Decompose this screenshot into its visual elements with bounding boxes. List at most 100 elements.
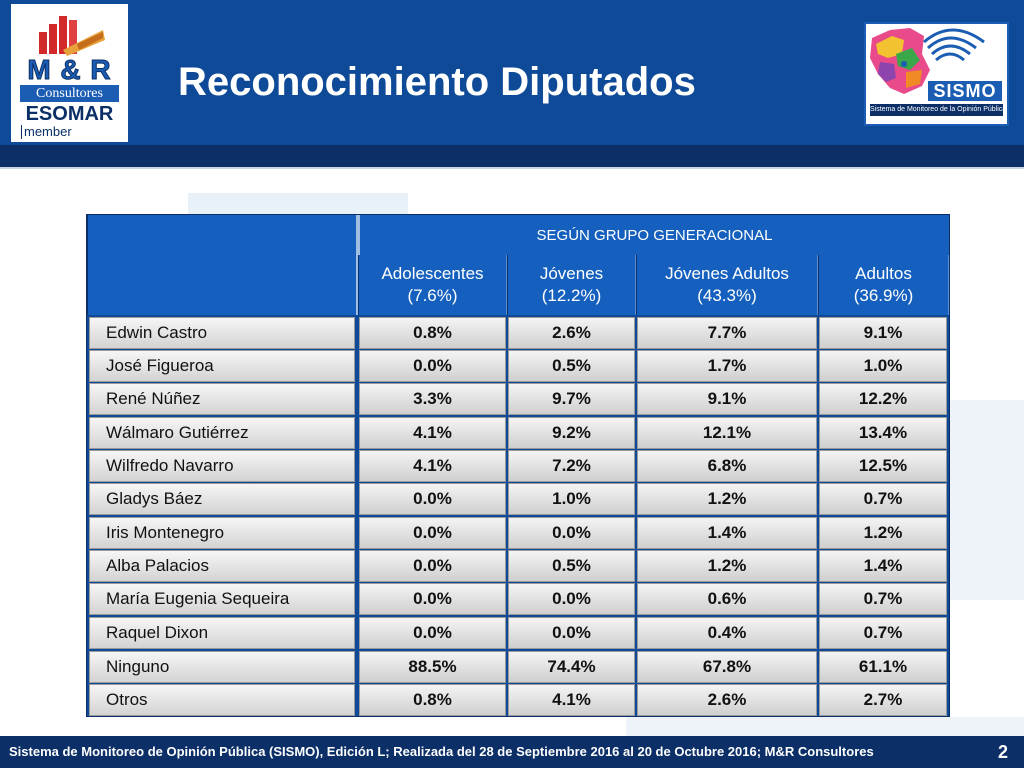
column-header-label: Jóvenes Adultos [665,264,789,283]
consultores-label: Consultores [20,85,119,102]
value-cell: 7.2% [508,450,635,482]
value-cell: 1.0% [819,350,947,382]
table-corner-cell [87,255,358,315]
sismo-brand-text: SISMO [928,81,1002,101]
mr-brand-text: M & R [27,54,112,85]
value-cell: 0.5% [508,550,635,582]
column-header-jovenes: Jóvenes (12.2%) [507,255,636,315]
column-header-pct: (43.3%) [697,286,757,305]
value-cell: 0.5% [508,350,635,382]
deputy-name-cell: Raquel Dixon [89,617,355,649]
value-cell: 1.4% [819,550,947,582]
value-cell: 9.1% [819,317,947,349]
value-cell: 0.0% [359,550,506,582]
mr-consultores-logo: M & R Consultores ESOMAR member [11,4,128,142]
esomar-label: ESOMAR [25,103,114,125]
deputy-name-cell: Otros [89,684,355,716]
value-cell: 1.4% [637,517,817,549]
deputy-name-cell: Iris Montenegro [89,517,355,549]
sismo-logo: SISMO Sistema de Monitoreo de la Opinión… [864,22,1009,126]
value-cell: 0.0% [359,517,506,549]
table-row: Raquel Dixon 0.0% 0.0% 0.4% 0.7% [87,617,949,649]
value-cell: 2.6% [508,317,635,349]
value-cell: 1.0% [508,483,635,515]
column-header-adolescentes: Adolescentes (7.6%) [358,255,507,315]
table-row: María Eugenia Sequeira 0.0% 0.0% 0.6% 0.7% [87,583,949,615]
value-cell: 0.4% [637,617,817,649]
deputy-name-cell: René Núñez [89,383,355,415]
value-cell: 12.5% [819,450,947,482]
deputy-name-cell: Wilfredo Navarro [89,450,355,482]
value-cell: 0.0% [508,583,635,615]
value-cell: 1.2% [637,550,817,582]
nicaragua-map-icon [870,28,985,94]
table-row: José Figueroa 0.0% 0.5% 1.7% 1.0% [87,350,949,382]
header-stripe [0,145,1024,167]
column-header-pct: (7.6%) [407,286,458,305]
table-row: Gladys Báez 0.0% 1.0% 1.2% 0.7% [87,483,949,515]
page-number: 2 [998,742,1009,762]
column-header-label: Jóvenes [539,264,604,283]
value-cell: 12.2% [819,383,947,415]
value-cell: 0.0% [359,350,506,382]
value-cell: 0.8% [359,684,506,716]
value-cell: 2.7% [819,684,947,716]
deputy-name-cell: Edwin Castro [89,317,355,349]
value-cell: 0.7% [819,617,947,649]
value-cell: 1.7% [637,350,817,382]
value-cell: 6.8% [637,450,817,482]
column-header-jovenes-adultos: Jóvenes Adultos (43.3%) [636,255,818,315]
value-cell: 9.7% [508,383,635,415]
column-header-pct: (36.9%) [853,286,914,305]
value-cell: 1.2% [637,483,817,515]
member-label: member [21,125,72,139]
results-table: SEGÚN GRUPO GENERACIONAL Adolescentes (7… [86,214,950,717]
value-cell: 3.3% [359,383,506,415]
footer-band [0,736,1024,768]
bar-chart-logo-icon [39,16,105,56]
value-cell: 7.7% [637,317,817,349]
value-cell: 1.2% [819,517,947,549]
value-cell: 13.4% [819,417,947,449]
deputy-name-cell: Gladys Báez [89,483,355,515]
value-cell: 0.0% [359,483,506,515]
column-header-label: Adolescentes [381,264,484,283]
deputy-name-cell: Alba Palacios [89,550,355,582]
table-row: Iris Montenegro 0.0% 0.0% 1.4% 1.2% [87,517,949,549]
value-cell: 2.6% [637,684,817,716]
deputy-name-cell: Ninguno [89,651,355,683]
header-band [0,0,1024,148]
value-cell: 0.0% [508,617,635,649]
value-cell: 9.2% [508,417,635,449]
value-cell: 9.1% [637,383,817,415]
page-title: Reconocimiento Diputados [178,60,696,104]
column-header-adultos: Adultos (36.9%) [818,255,949,315]
background-tile [950,400,1024,600]
table-row: Wilfredo Navarro 4.1% 7.2% 6.8% 12.5% [87,450,949,482]
value-cell: 0.7% [819,483,947,515]
table-group-header-row: SEGÚN GRUPO GENERACIONAL [87,215,949,255]
value-cell: 74.4% [508,651,635,683]
table-row: Wálmaro Gutiérrez 4.1% 9.2% 12.1% 13.4% [87,417,949,449]
value-cell: 88.5% [359,651,506,683]
table-row: René Núñez 3.3% 9.7% 9.1% 12.2% [87,383,949,415]
table-row: Otros 0.8% 4.1% 2.6% 2.7% [87,684,949,716]
footer-source-note: Sistema de Monitoreo de Opinión Pública … [9,744,874,759]
sismo-subtitle: Sistema de Monitoreo de la Opinión Públi… [870,104,1003,116]
value-cell: 0.7% [819,583,947,615]
value-cell: 0.0% [508,517,635,549]
column-header-label: Adultos [855,264,912,283]
deputy-name-cell: María Eugenia Sequeira [89,583,355,615]
table-row: Edwin Castro 0.8% 2.6% 7.7% 9.1% [87,317,949,349]
value-cell: 0.8% [359,317,506,349]
background-tile [188,193,408,215]
table-corner-cell [87,215,358,255]
group-title: SEGÚN GRUPO GENERACIONAL [358,215,949,255]
value-cell: 0.6% [637,583,817,615]
deputy-name-cell: Wálmaro Gutiérrez [89,417,355,449]
value-cell: 0.0% [359,617,506,649]
value-cell: 4.1% [359,450,506,482]
background-tile [626,717,1024,736]
value-cell: 0.0% [359,583,506,615]
value-cell: 61.1% [819,651,947,683]
